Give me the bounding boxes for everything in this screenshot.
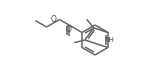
Text: O: O xyxy=(66,26,72,35)
Text: O: O xyxy=(51,15,57,24)
Text: NH: NH xyxy=(104,37,114,43)
